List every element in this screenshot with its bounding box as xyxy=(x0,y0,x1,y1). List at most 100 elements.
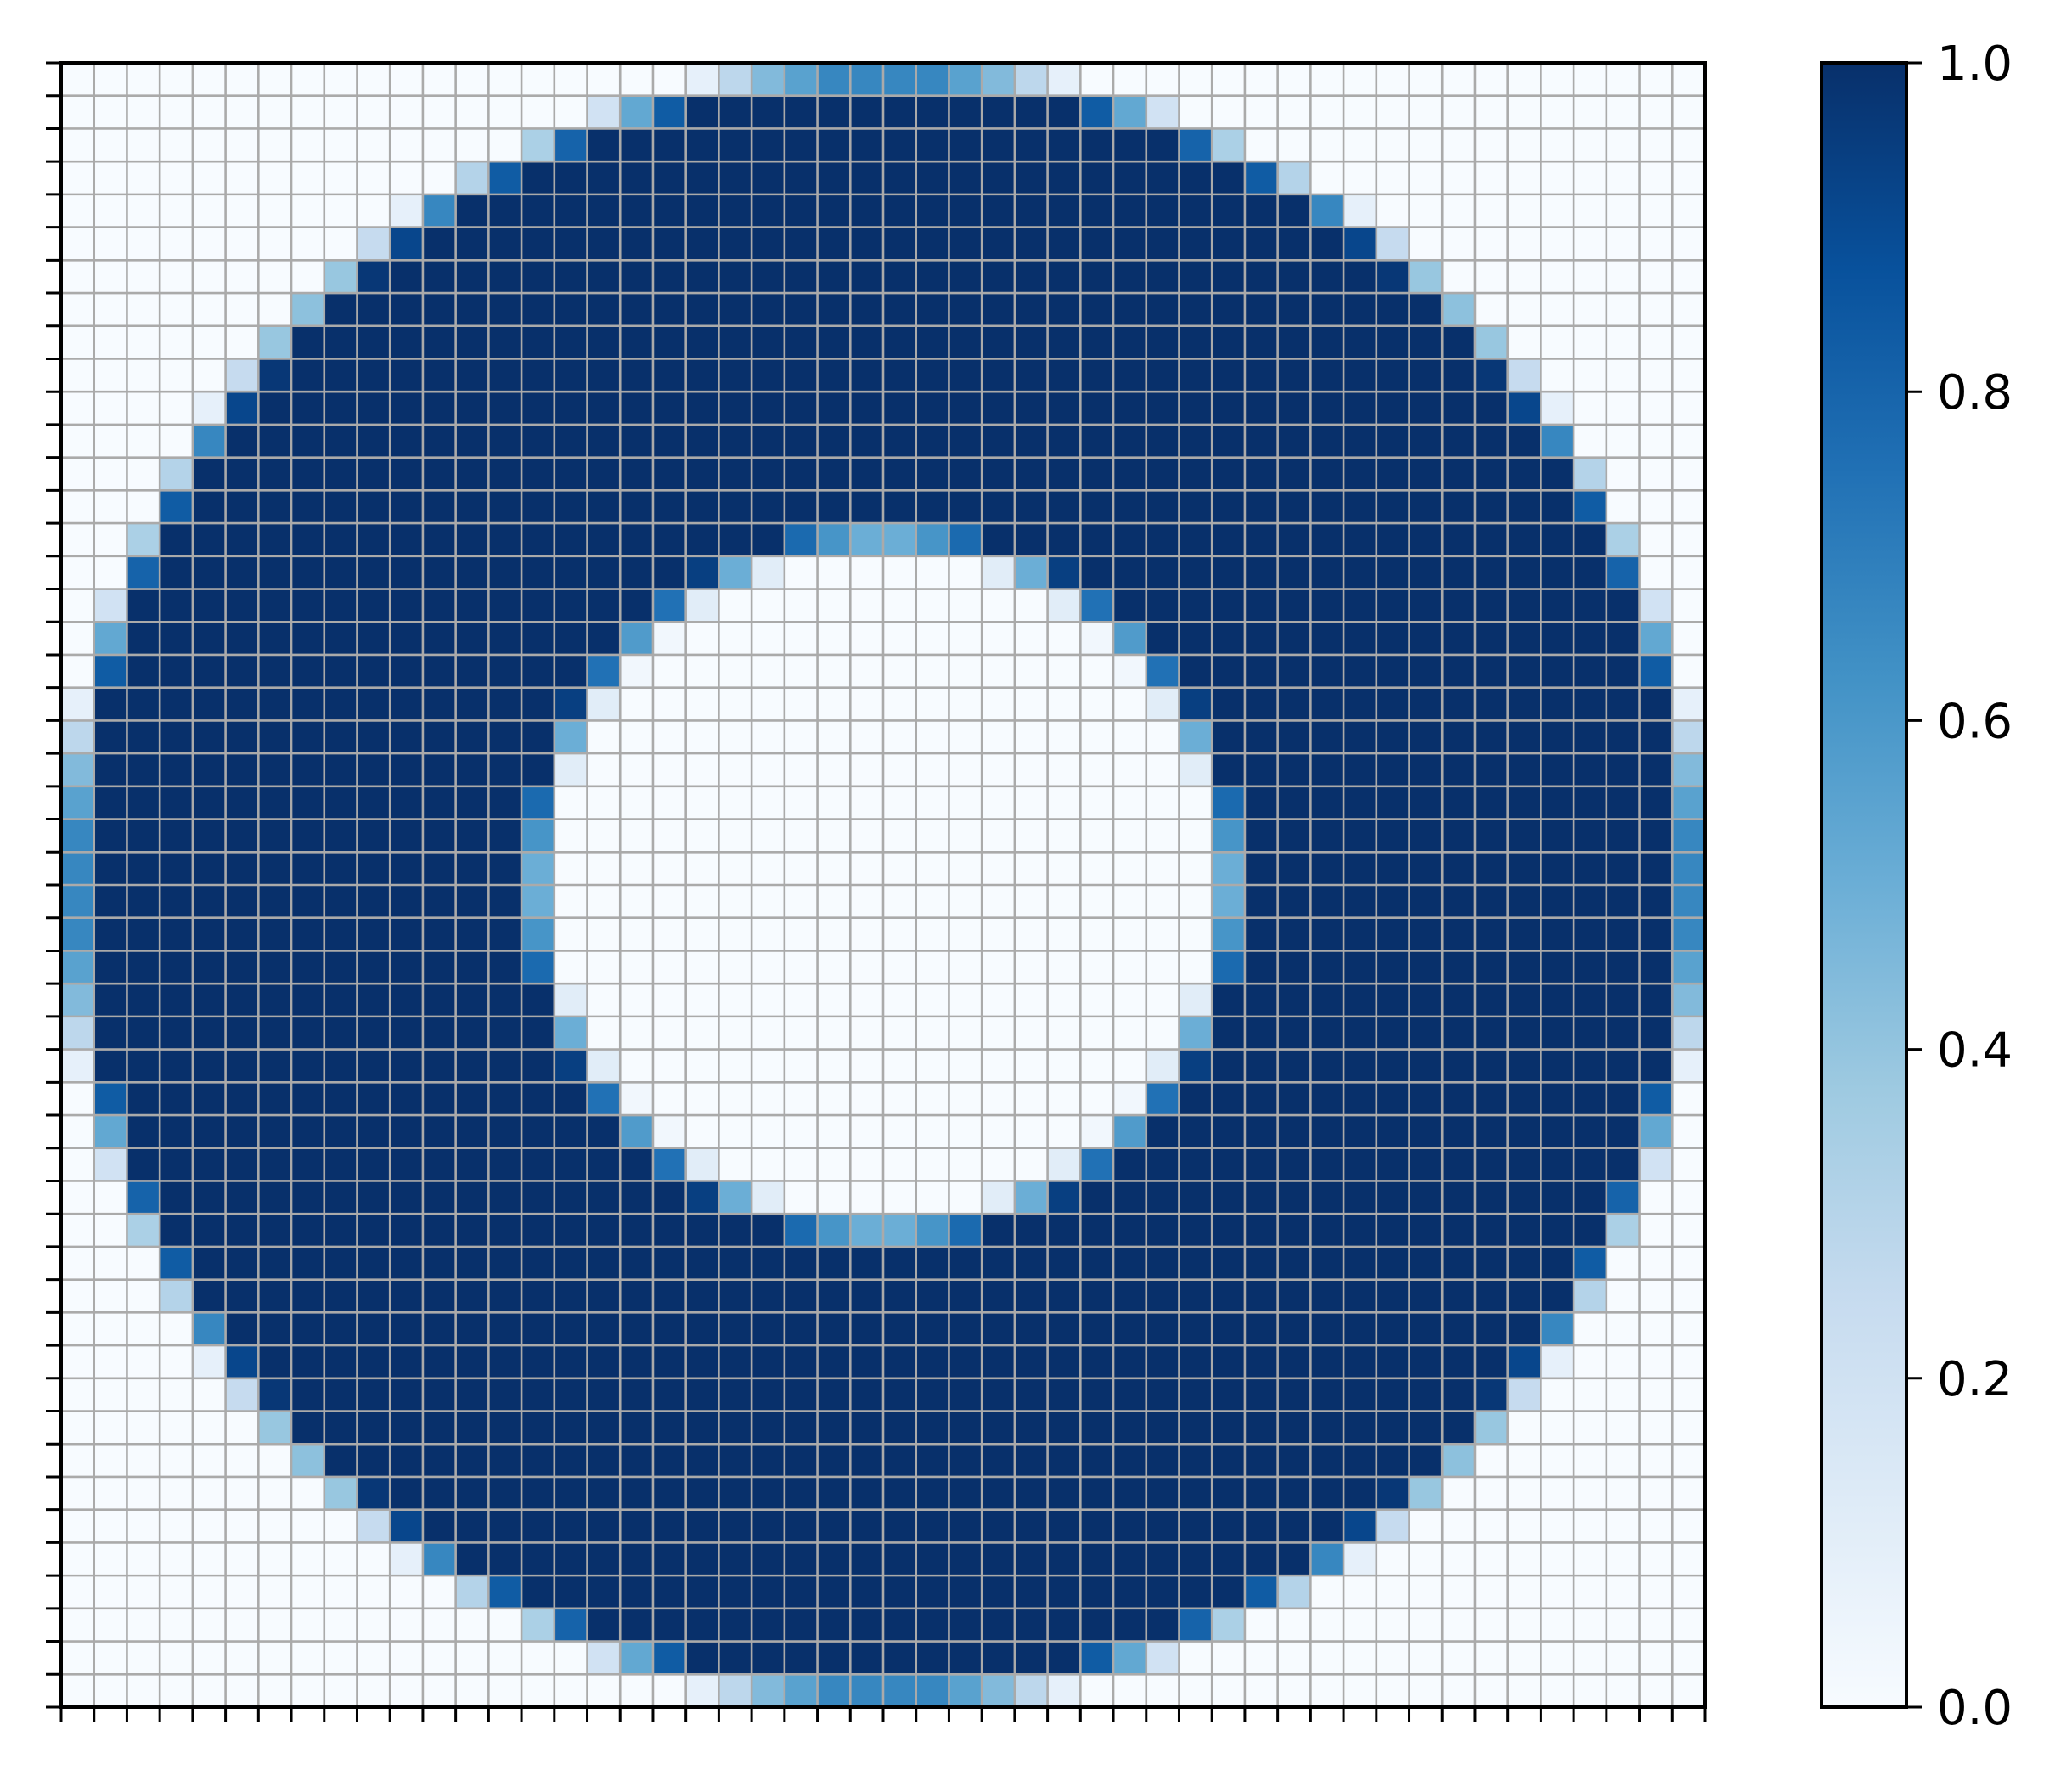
heatmap-cell xyxy=(488,687,522,721)
heatmap-cell xyxy=(949,622,983,656)
heatmap-cell xyxy=(1113,983,1147,1017)
heatmap-cell xyxy=(1310,1345,1344,1379)
heatmap-cell xyxy=(784,1115,818,1149)
heatmap-cell xyxy=(1442,1279,1476,1313)
heatmap-cell xyxy=(93,1674,127,1708)
heatmap-cell xyxy=(554,983,588,1017)
heatmap-cell xyxy=(752,161,785,195)
heatmap-cell xyxy=(488,1641,522,1675)
heatmap-cell xyxy=(1343,622,1377,656)
heatmap-cell xyxy=(915,1082,949,1116)
heatmap-cell xyxy=(1507,720,1541,754)
heatmap-cell xyxy=(1179,1082,1213,1116)
heatmap-cell xyxy=(1244,687,1279,721)
heatmap-cell xyxy=(160,753,194,787)
heatmap-cell xyxy=(258,1115,292,1149)
heatmap-cell xyxy=(1277,325,1311,359)
heatmap-cell xyxy=(1146,1608,1180,1642)
heatmap-cell xyxy=(1442,720,1476,754)
heatmap-cell xyxy=(488,1411,522,1445)
heatmap-cell xyxy=(1639,523,1673,557)
heatmap-cell xyxy=(982,424,1016,459)
heatmap-cell xyxy=(685,1641,719,1675)
heatmap-cell xyxy=(291,161,325,195)
heatmap-cell xyxy=(1409,654,1443,689)
heatmap-cell xyxy=(1179,1246,1213,1281)
heatmap-cell xyxy=(324,950,358,984)
heatmap-cell xyxy=(949,358,983,392)
heatmap-cell xyxy=(685,1476,719,1511)
heatmap-cell xyxy=(1606,325,1640,359)
heatmap-cell xyxy=(1507,950,1541,984)
heatmap-cell xyxy=(1409,983,1443,1017)
heatmap-cell xyxy=(817,1246,851,1281)
heatmap-cell xyxy=(1409,786,1443,820)
heatmap-cell xyxy=(1474,457,1509,491)
heatmap-cell xyxy=(324,1378,358,1412)
heatmap-cell xyxy=(1080,523,1114,557)
heatmap-cell xyxy=(883,1181,917,1215)
heatmap-cell xyxy=(488,1147,522,1181)
heatmap-cell xyxy=(1574,654,1607,689)
heatmap-cell xyxy=(390,523,424,557)
heatmap-cell xyxy=(455,1476,489,1511)
heatmap-cell xyxy=(554,1444,588,1478)
heatmap-cell xyxy=(93,1345,127,1379)
heatmap-cell xyxy=(61,293,95,327)
heatmap-cell xyxy=(258,1444,292,1478)
heatmap-cell xyxy=(652,1509,687,1543)
heatmap-cell xyxy=(1343,1246,1377,1281)
heatmap-cell xyxy=(390,392,424,426)
heatmap-cell xyxy=(61,260,95,294)
heatmap-cell xyxy=(61,392,95,426)
heatmap-cell xyxy=(1442,1444,1476,1478)
heatmap-cell xyxy=(258,1016,292,1050)
heatmap-cell xyxy=(1310,1181,1344,1215)
heatmap-cell xyxy=(357,1214,391,1248)
heatmap-cell xyxy=(455,852,489,886)
heatmap-cell xyxy=(1212,753,1246,787)
heatmap-cell xyxy=(752,1082,785,1116)
heatmap-cell xyxy=(1474,1214,1509,1248)
heatmap-cell xyxy=(1113,161,1147,195)
heatmap-cell xyxy=(587,1115,621,1149)
heatmap-cell xyxy=(685,917,719,951)
heatmap-cell xyxy=(1540,1016,1574,1050)
heatmap-cell xyxy=(1606,1312,1640,1346)
heatmap-cell xyxy=(915,819,949,853)
heatmap-cell xyxy=(1507,1016,1541,1050)
heatmap-cell xyxy=(1540,753,1574,787)
heatmap-cell xyxy=(718,227,752,261)
heatmap-cell xyxy=(1080,917,1114,951)
heatmap-cell xyxy=(1574,424,1607,459)
heatmap-cell xyxy=(915,1509,949,1543)
heatmap-cell xyxy=(455,1181,489,1215)
heatmap-cell xyxy=(1310,260,1344,294)
heatmap-cell xyxy=(982,490,1016,524)
heatmap-cell xyxy=(554,1082,588,1116)
heatmap-cell xyxy=(488,950,522,984)
heatmap-cell xyxy=(390,654,424,689)
heatmap-cell xyxy=(422,457,457,491)
heatmap-cell xyxy=(554,63,588,97)
heatmap-cell xyxy=(61,1147,95,1181)
heatmap-cell xyxy=(817,950,851,984)
heatmap-cell xyxy=(127,1608,160,1642)
heatmap-cell xyxy=(390,1246,424,1281)
heatmap-cell xyxy=(1474,1016,1509,1050)
heatmap-cell xyxy=(127,1016,160,1050)
heatmap-cell xyxy=(1244,1181,1279,1215)
heatmap-cell xyxy=(225,161,259,195)
heatmap-cell xyxy=(1442,1674,1476,1708)
heatmap-cells xyxy=(61,63,1706,1708)
heatmap-cell xyxy=(1014,1575,1048,1609)
heatmap-cell xyxy=(1179,227,1213,261)
heatmap-cell xyxy=(93,654,127,689)
heatmap-cell xyxy=(455,917,489,951)
heatmap-cell xyxy=(1047,1674,1081,1708)
heatmap-cell xyxy=(324,786,358,820)
heatmap-cell xyxy=(685,358,719,392)
heatmap-cell xyxy=(225,227,259,261)
heatmap-cell xyxy=(422,95,457,129)
heatmap-cell xyxy=(949,194,983,228)
